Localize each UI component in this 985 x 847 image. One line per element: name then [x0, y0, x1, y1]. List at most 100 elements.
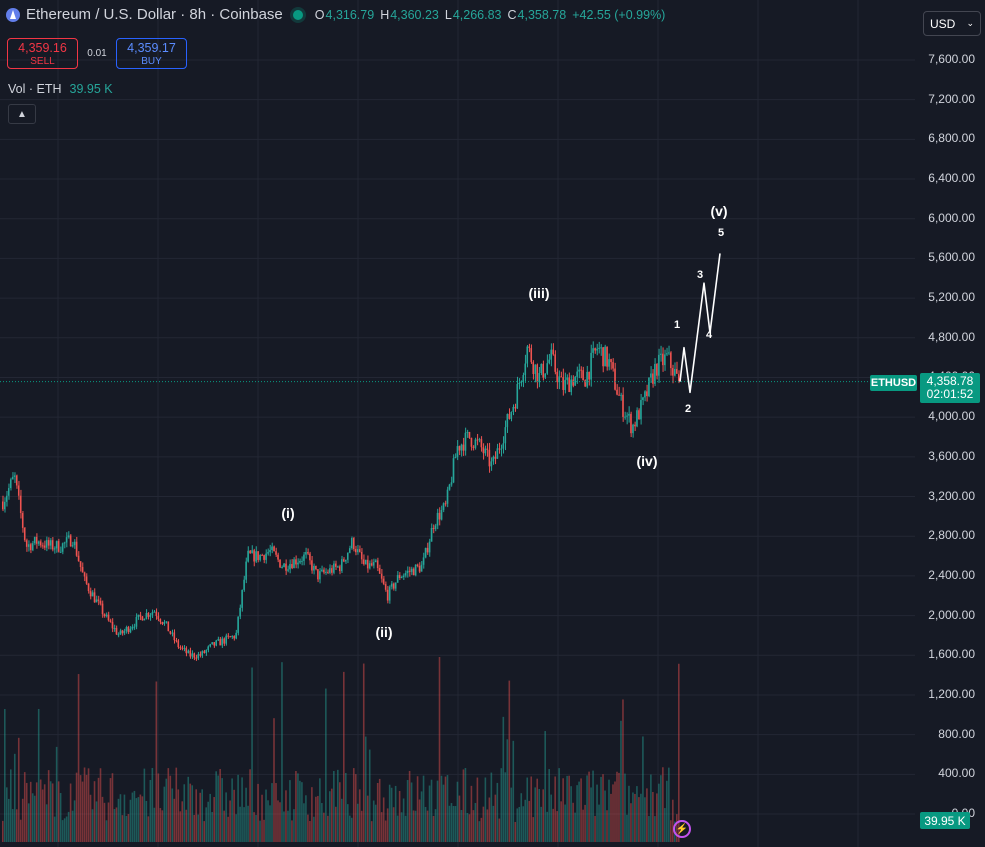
candle-body	[19, 495, 22, 514]
volume-bar	[604, 790, 606, 842]
replay-icon[interactable]: ⚡	[673, 820, 691, 838]
candle-body	[470, 437, 473, 447]
candle-body	[638, 410, 640, 420]
sell-button[interactable]: 4,359.16 SELL	[7, 38, 78, 69]
candle-body	[75, 541, 78, 556]
candle-body	[267, 552, 269, 554]
volume-bar	[25, 782, 28, 842]
volume-bar	[486, 809, 489, 842]
volume-bar	[514, 821, 517, 842]
volume-bar	[87, 768, 90, 842]
candle-body	[211, 642, 213, 645]
candle-body	[504, 427, 507, 444]
volume-bar	[612, 784, 614, 842]
volume-bar	[197, 814, 200, 842]
buy-button[interactable]: 4,359.17 BUY	[116, 38, 187, 69]
volume-bar	[518, 806, 521, 842]
candle-body	[374, 560, 377, 563]
candle-body	[181, 647, 184, 649]
volume-bar	[678, 663, 680, 842]
volume-bar	[524, 799, 527, 842]
volume-bar	[155, 681, 158, 842]
candle-body	[448, 484, 451, 490]
volume-bar	[307, 814, 309, 842]
volume-bar	[337, 769, 339, 842]
candle-body	[299, 560, 301, 563]
price-scale-label: 5,600.00	[928, 250, 975, 265]
volume-bar	[193, 814, 196, 842]
volume-bar	[317, 795, 319, 842]
volume-bar	[245, 787, 247, 842]
candle-body	[442, 503, 445, 511]
candle-body	[612, 362, 614, 369]
volume-price-tag: 39.95 K	[920, 812, 970, 829]
candle-body	[215, 640, 217, 646]
candle-body	[241, 589, 243, 608]
volume-bar	[520, 793, 523, 842]
volume-bar	[137, 797, 140, 842]
candle-body	[107, 614, 110, 621]
volume-bar	[329, 791, 331, 842]
volume-bar	[315, 796, 317, 842]
candle-body	[422, 557, 425, 565]
candle-body	[382, 578, 385, 585]
volume-bar	[57, 781, 60, 842]
candle-body	[285, 563, 287, 571]
volume-bar	[129, 799, 132, 842]
volume-bar	[436, 780, 439, 842]
volume-legend[interactable]: Vol · ETH 39.95 K	[8, 82, 113, 96]
volume-bar	[81, 781, 84, 842]
candle-body	[309, 553, 311, 561]
volume-bar	[582, 809, 584, 842]
candle-body	[105, 614, 108, 617]
candle-body	[167, 621, 170, 632]
volume-bar	[564, 804, 566, 842]
candle-body	[546, 363, 548, 374]
volume-bar	[171, 788, 174, 842]
candle-body	[47, 540, 50, 546]
candle-body	[277, 554, 279, 560]
candle-body	[438, 512, 441, 520]
wave-label-major: (ii)	[375, 624, 392, 640]
volume-bar	[35, 782, 38, 842]
collapse-legend-button[interactable]: ▲	[8, 104, 36, 124]
volume-bar	[91, 809, 94, 842]
volume-bar	[622, 699, 624, 842]
candle-body	[532, 362, 535, 375]
volume-bar	[600, 776, 602, 842]
candle-body	[327, 571, 329, 573]
candle-body	[428, 541, 431, 553]
volume-bar	[251, 667, 253, 842]
currency-select[interactable]: USD ⌄	[923, 11, 981, 36]
volume-bar	[39, 779, 42, 842]
volume-bar	[346, 804, 349, 842]
candle-body	[394, 582, 397, 589]
volume-bar	[536, 778, 539, 842]
candle-body	[287, 569, 289, 571]
volume-bar	[464, 768, 467, 842]
candle-body	[317, 569, 319, 580]
volume-bar	[43, 784, 46, 842]
candle-body	[548, 359, 550, 364]
candle-body	[402, 575, 405, 577]
volume-bar	[360, 810, 363, 842]
volume-bar	[588, 771, 590, 842]
volume-bar	[378, 778, 381, 842]
volume-bar	[313, 816, 315, 842]
volume-bar	[380, 812, 383, 842]
candle-body	[101, 603, 104, 615]
candle-body	[450, 482, 453, 485]
candle-body	[348, 548, 351, 553]
volume-bar	[352, 768, 355, 842]
candle-body	[301, 560, 303, 562]
candle-body	[420, 564, 423, 572]
candle-body	[259, 554, 261, 560]
candle-body	[524, 363, 527, 376]
volume-bar	[275, 783, 277, 842]
volume-bar	[301, 782, 303, 842]
volume-bar	[285, 790, 287, 842]
candle-body	[11, 476, 14, 480]
symbol-title[interactable]: Ethereum / U.S. Dollar · 8h · Coinbase	[26, 6, 283, 23]
